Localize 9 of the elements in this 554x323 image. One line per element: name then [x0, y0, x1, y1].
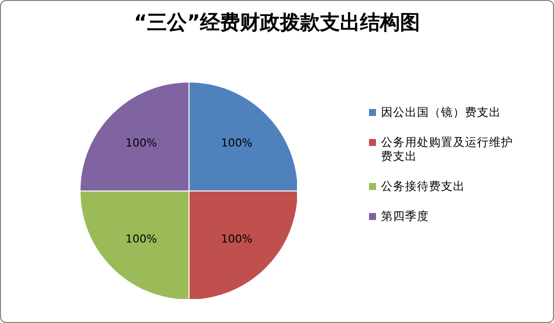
data-label: 100%	[221, 232, 253, 246]
data-label: 100%	[125, 232, 157, 246]
legend-label: 第四季度	[381, 209, 430, 223]
legend-label: 因公出国（镜）费支出	[381, 105, 502, 119]
data-label: 100%	[125, 136, 157, 150]
legend-label: 公务接待费支出	[381, 179, 466, 193]
chart-title: “三公”经费财政拨款支出结构图	[132, 9, 422, 36]
data-label: 100%	[221, 136, 253, 150]
legend-label: 公务用处购置及运行维护费支出	[381, 135, 514, 163]
